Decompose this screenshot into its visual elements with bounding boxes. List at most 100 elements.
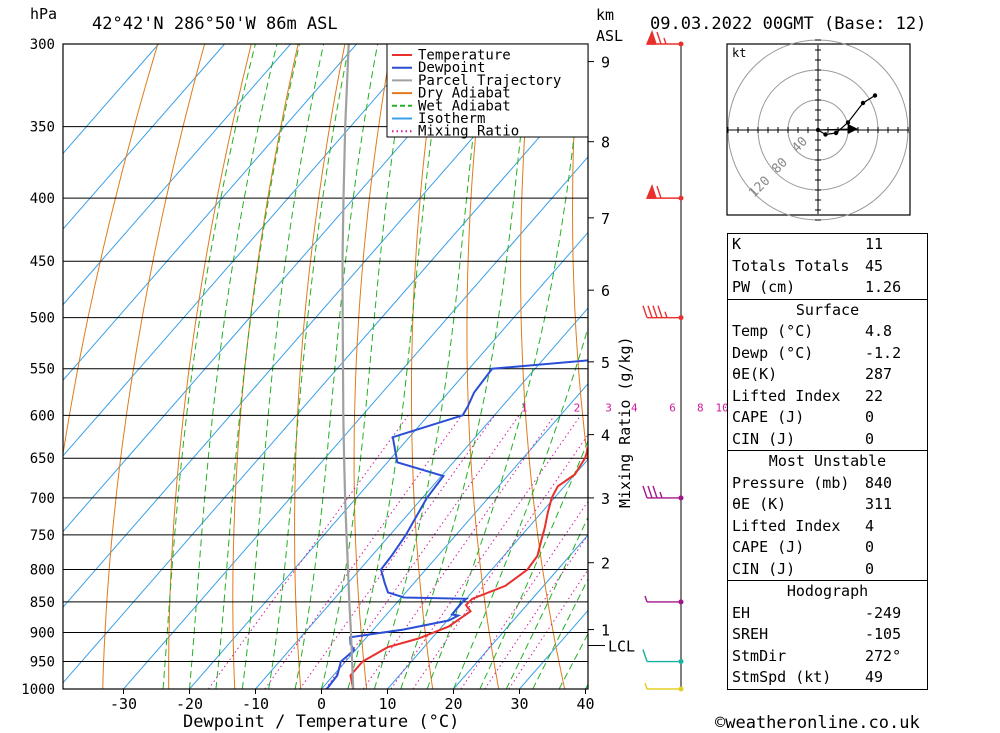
- hodograph-header: Hodograph: [728, 580, 927, 603]
- dewpoint-series: [326, 359, 588, 689]
- unstable-index-row: CIN (J) 0: [728, 559, 927, 581]
- wind-barb: [644, 595, 681, 603]
- hodograph-index-label: StmSpd (kt): [732, 668, 832, 686]
- x-tick-label: 30: [510, 695, 528, 713]
- x-tick-label: -30: [110, 695, 137, 713]
- legend-item: Dewpoint: [418, 60, 485, 76]
- surface-index-label: Lifted Index: [732, 386, 841, 405]
- km-tick-label: 1: [601, 622, 610, 640]
- surface-index-value: -1.2: [865, 343, 902, 362]
- location-title: 42°42'N 286°50'W 86m ASL: [92, 14, 338, 34]
- indices-panel: K 11 Totals Totals 45 PW (cm) 1.26 Surface Te…: [727, 233, 928, 690]
- mixing-ratio-label: 10: [715, 401, 728, 414]
- surface-index-row: Dewp (°C) -1.2: [728, 343, 927, 365]
- legend-item: Temperature: [418, 48, 511, 64]
- unstable-index-row: Lifted Index 4: [728, 516, 927, 538]
- km-tick-label: 7: [601, 210, 610, 228]
- asl-unit: ASL: [596, 27, 623, 45]
- surface-index-value: 4.8: [865, 322, 893, 340]
- hodograph-index-value: 272°: [865, 646, 902, 665]
- mixing-ratio-line: [325, 415, 520, 689]
- temperature-series: [349, 445, 588, 689]
- unstable-index-label: CAPE (J): [732, 538, 805, 556]
- wind-barb-flag: [652, 305, 658, 318]
- hodograph-index-row: SREH -105: [728, 624, 927, 646]
- plot-frame: [62, 43, 589, 690]
- hodograph-point: [833, 130, 839, 136]
- hodograph-point: [845, 120, 851, 125]
- km-tick-label: 8: [601, 134, 610, 152]
- mixing-ratio-label: 6: [669, 401, 676, 414]
- pressure-tick-label: 950: [30, 655, 55, 671]
- x-tick-label: -20: [176, 695, 203, 713]
- hodograph-index-row: EH -249: [728, 603, 927, 625]
- surface-index-value: 0: [865, 429, 875, 448]
- isotherm-line: [123, 156, 588, 689]
- isotherm-line: [63, 44, 291, 306]
- pressure-tick-label: 850: [30, 595, 55, 611]
- mixing-ratio-label: 2: [574, 401, 581, 414]
- index-row: Totals Totals 45: [728, 256, 927, 278]
- surface-index-row: Lifted Index 22: [728, 386, 927, 408]
- surface-header: Surface: [728, 298, 927, 322]
- isotherm-line: [63, 44, 159, 155]
- wet-adiabat-line: [400, 44, 532, 689]
- dry-adiabat-line: [232, 44, 299, 689]
- mixing-ratio-label: 4: [631, 401, 638, 414]
- surface-index-row: CIN (J) 0: [728, 429, 927, 451]
- pressure-unit: hPa: [30, 5, 57, 23]
- wind-barb-flag: [642, 485, 648, 499]
- mixing-ratio-line: [390, 415, 582, 689]
- wind-barb-flag: [651, 185, 657, 199]
- wind-barb-flag: [656, 185, 662, 199]
- x-tick-label: -10: [242, 695, 269, 713]
- mixing-ratio-line: [207, 415, 409, 689]
- wind-barb-flag: [647, 485, 653, 499]
- legend-box: [386, 43, 589, 138]
- surface-index-label: CIN (J): [732, 429, 796, 448]
- wind-barb: [645, 29, 681, 45]
- pressure-tick-label: 350: [30, 120, 55, 136]
- x-tick-label: 20: [444, 695, 462, 713]
- unstable-index-label: CIN (J): [732, 559, 796, 578]
- mixing-ratio-line: [484, 534, 588, 689]
- surface-index-label: θE(K): [732, 365, 778, 383]
- isotherm-line: [63, 44, 357, 382]
- pressure-tick-label: 400: [30, 191, 55, 207]
- legend-item: Mixing Ratio: [418, 124, 519, 140]
- pressure-tick-label: 900: [30, 626, 55, 642]
- surface-index-value: 0: [865, 408, 875, 426]
- surface-index-label: Temp (°C): [732, 322, 814, 340]
- wet-adiabat-line: [268, 44, 350, 689]
- x-axis-title: Dewpoint / Temperature (°C): [183, 712, 459, 732]
- unstable-index-row: CAPE (J) 0: [728, 537, 927, 559]
- wind-barb-flag: [642, 649, 648, 662]
- mixing-ratio-line: [299, 415, 496, 689]
- dry-adiabat-line: [953, 44, 1000, 689]
- unstable-index-row: Pressure (mb) 840: [728, 473, 927, 495]
- pressure-tick-label: 500: [30, 311, 55, 327]
- unstable-index-label: Lifted Index: [732, 516, 841, 535]
- hodograph-index-label: StmDir: [732, 646, 787, 665]
- index-value: 11: [865, 235, 884, 253]
- x-tick-label: 40: [576, 695, 594, 713]
- storm-motion-arrowhead: [848, 124, 858, 134]
- index-row: K 11: [728, 234, 927, 256]
- unstable-index-label: θE (K): [732, 495, 787, 513]
- unstable-index-value: 4: [865, 516, 875, 535]
- unstable-index-value: 0: [865, 538, 875, 556]
- km-tick-label: 2: [601, 555, 610, 573]
- hodograph-index-value: -249: [865, 603, 902, 622]
- wind-barb-flag: [652, 485, 658, 499]
- wind-barb: [644, 682, 681, 690]
- isotherm-line: [63, 44, 423, 457]
- dry-adiabat-line: [63, 44, 159, 457]
- mixing-ratio-line: [362, 415, 556, 689]
- wind-barb-flag: [657, 305, 663, 318]
- datetime-title: 09.03.2022 00GMT (Base: 12): [650, 14, 926, 34]
- wind-barb: [642, 485, 681, 499]
- legend-item: Parcel Trajectory: [418, 73, 561, 89]
- wind-barb: [645, 183, 681, 199]
- hodograph-index-row: StmSpd (kt) 49: [728, 667, 927, 689]
